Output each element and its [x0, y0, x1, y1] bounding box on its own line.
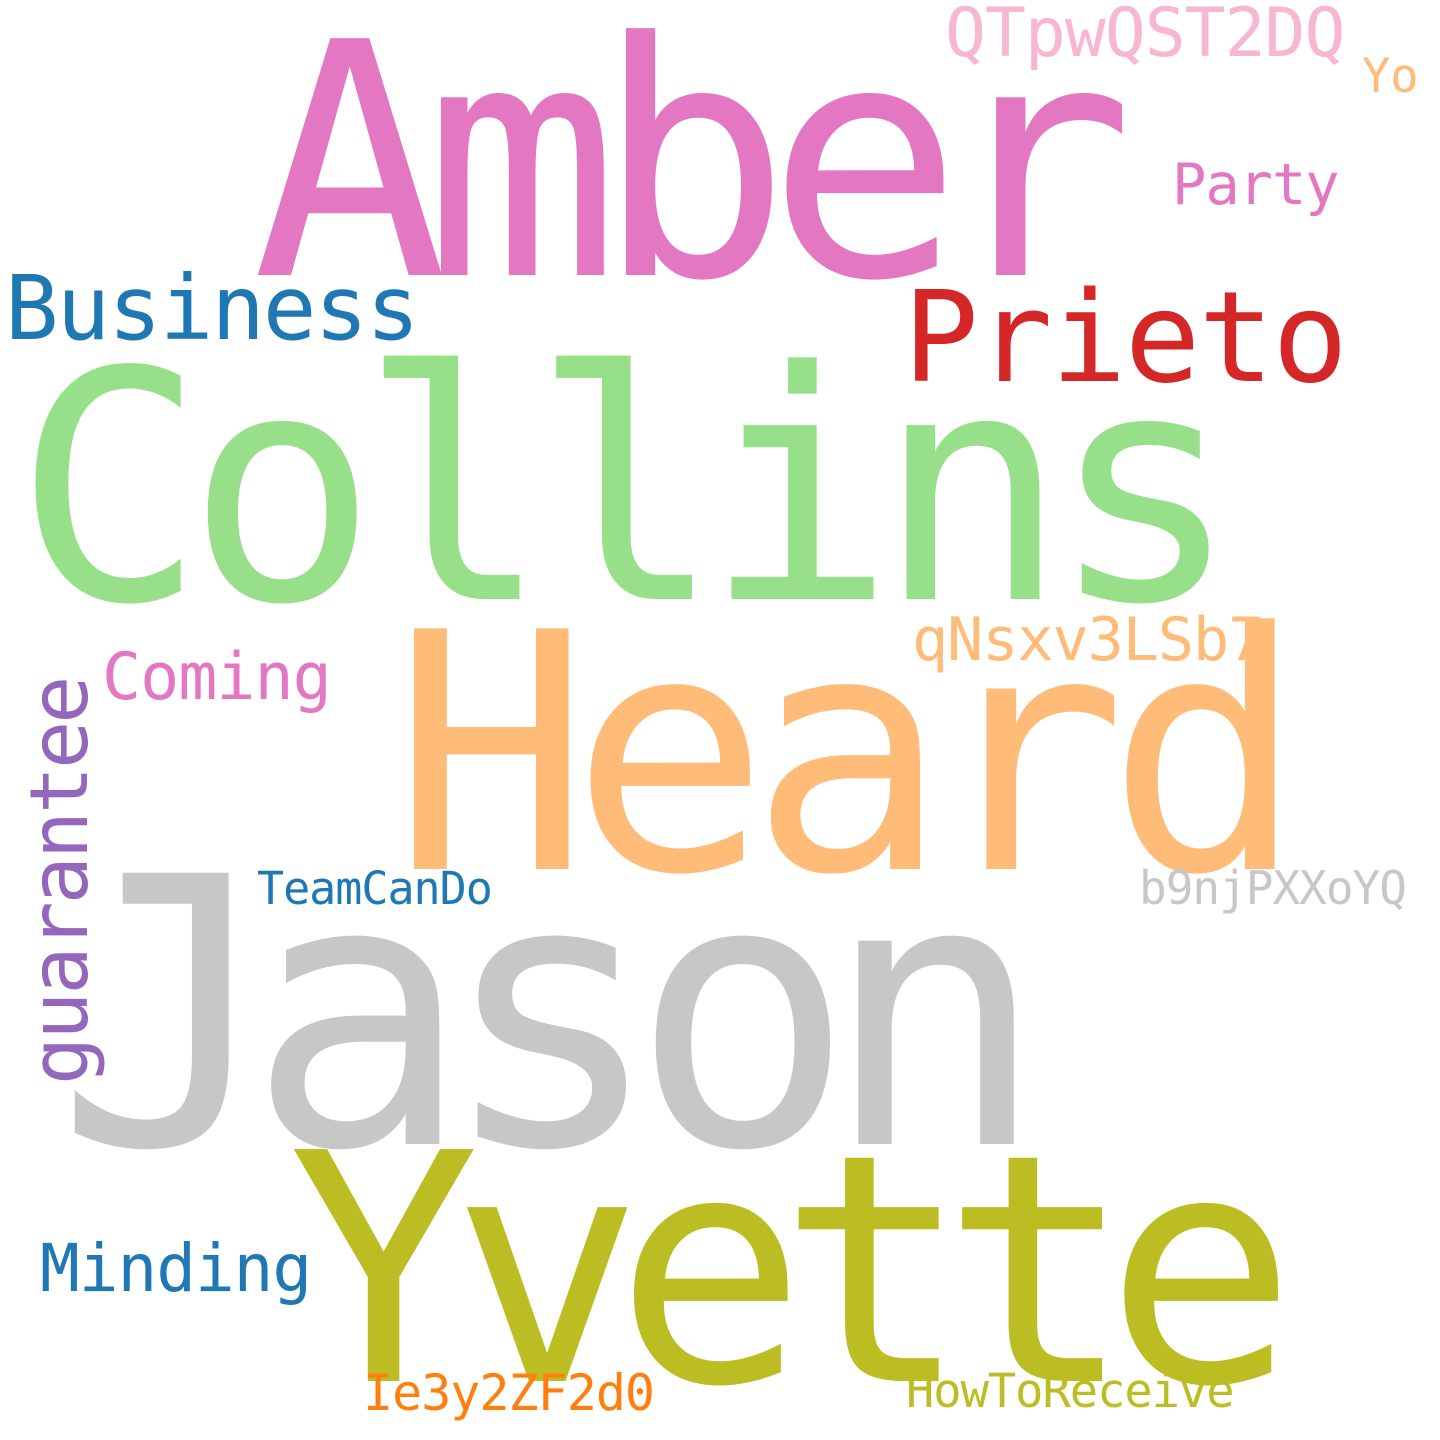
word-minding: Minding — [40, 1230, 312, 1307]
word-yvette: Yvette — [288, 1086, 1297, 1440]
word-coming: Coming — [102, 640, 332, 715]
word-jason: Jason — [55, 799, 1047, 1232]
word-qtpwqst2dq: QTpwQST2DQ — [945, 0, 1345, 73]
word-teamcando: TeamCanDo — [257, 862, 493, 915]
word-collins: Collins — [14, 304, 1240, 674]
word-b9njpxxoyq: b9njPXXoYQ — [1139, 861, 1407, 915]
word-howtoreceive: HowToReceive — [906, 1364, 1235, 1419]
word-ie3y2zf2d0: Ie3y2ZF2d0 — [363, 1364, 655, 1422]
word-prieto: Prieto — [903, 264, 1348, 411]
word-party: Party — [1172, 152, 1340, 218]
word-yo: Yo — [1362, 49, 1419, 104]
word-qnsxv3lsb7: qNsxv3LSb7 — [912, 605, 1264, 675]
word-amber: Amber — [252, 0, 1134, 352]
word-heard: Heard — [392, 563, 1305, 947]
word-business: Business — [5, 256, 420, 360]
